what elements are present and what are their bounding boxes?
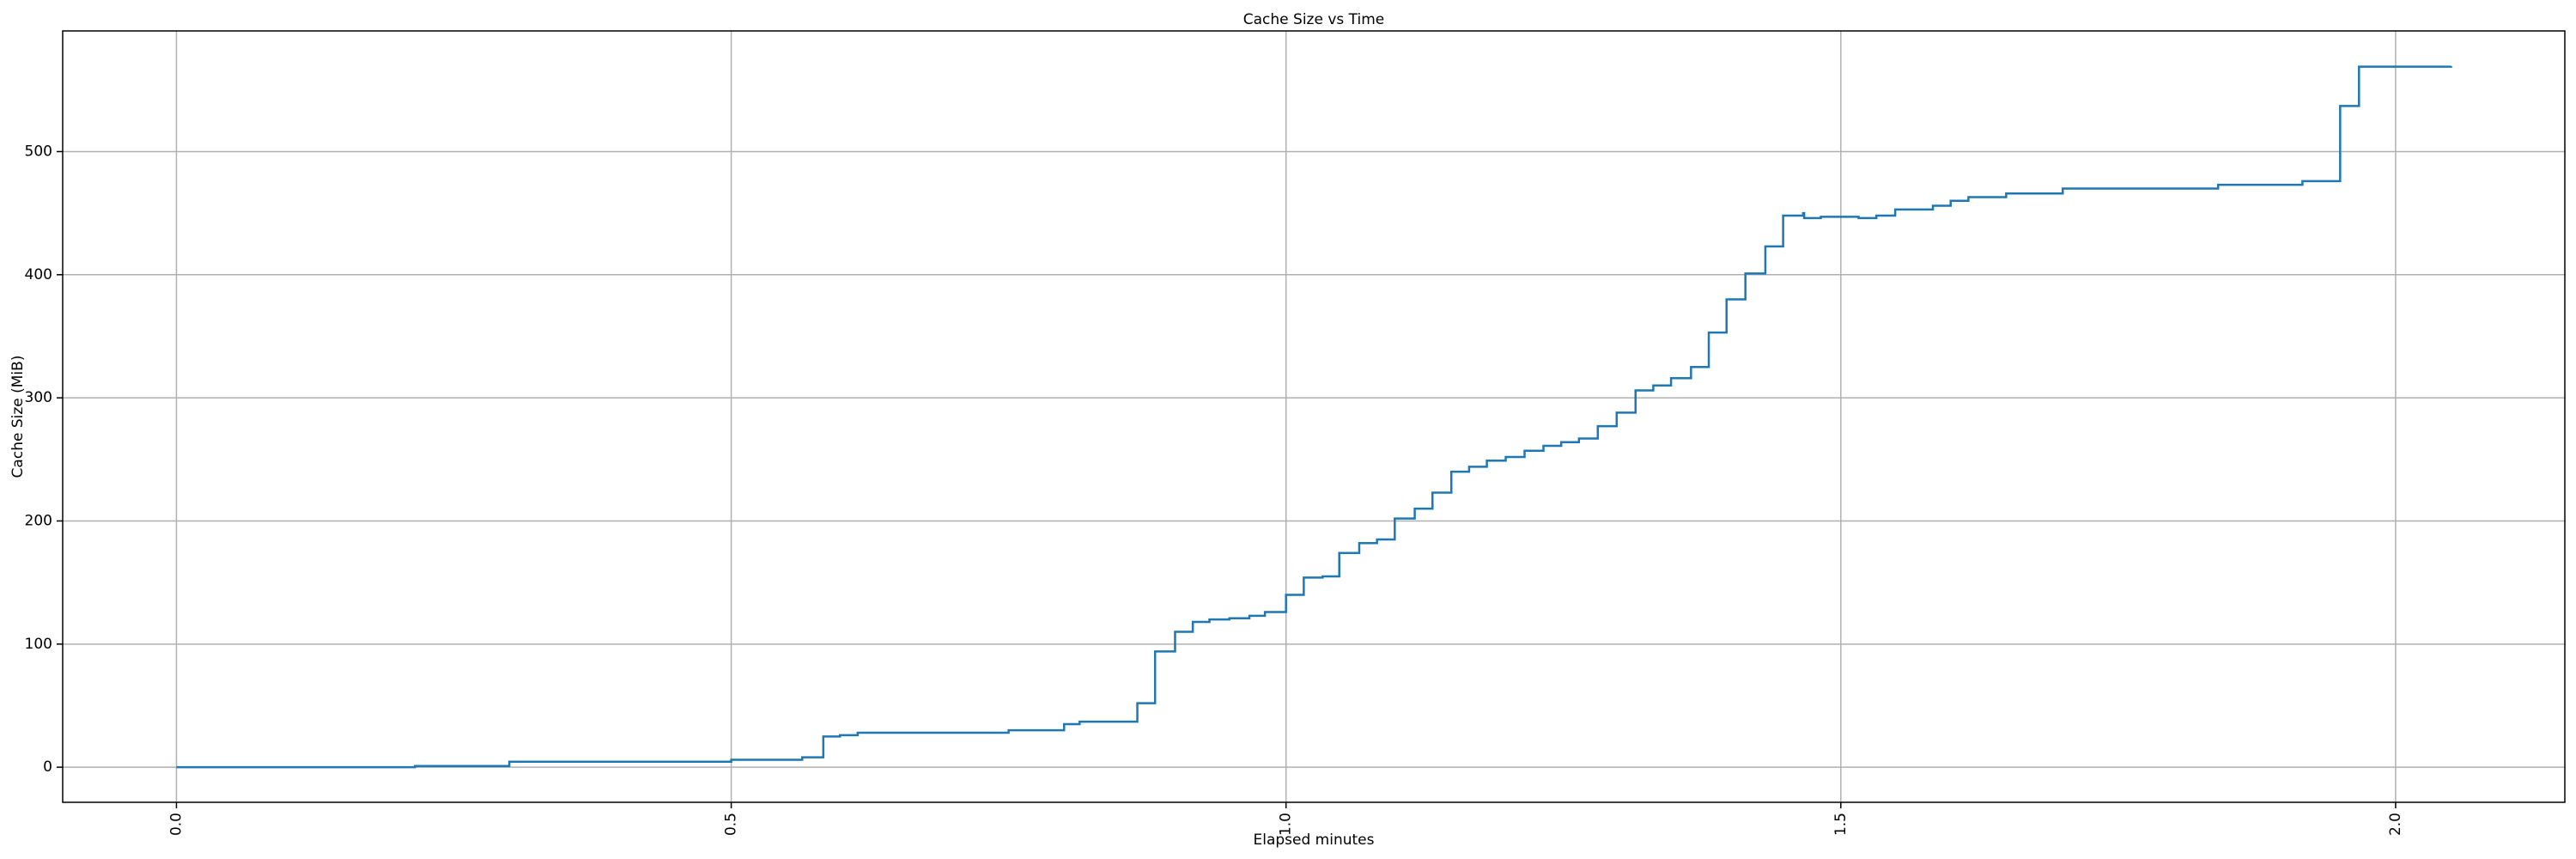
plot-frame	[62, 30, 2566, 803]
data-line	[176, 65, 2452, 769]
y-tick-label: 400	[25, 266, 52, 283]
y-tick-label: 500	[25, 143, 52, 160]
x-tick-label: 0.0	[167, 813, 185, 836]
x-tick-label: 1.0	[1278, 813, 1295, 836]
y-axis-label: Cache Size (MiB)	[9, 356, 27, 478]
y-tick-label: 0	[43, 758, 52, 776]
x-tick-label: 0.5	[723, 813, 740, 836]
y-tick-label: 300	[25, 389, 52, 406]
y-tick-label: 200	[25, 512, 52, 529]
x-tick-label: 1.5	[1832, 813, 1850, 836]
x-axis-label: Elapsed minutes	[1254, 832, 1375, 849]
x-tick-label: 2.0	[2387, 813, 2404, 836]
chart-title: Cache Size vs Time	[1243, 11, 1385, 28]
y-tick-label: 100	[25, 636, 52, 653]
